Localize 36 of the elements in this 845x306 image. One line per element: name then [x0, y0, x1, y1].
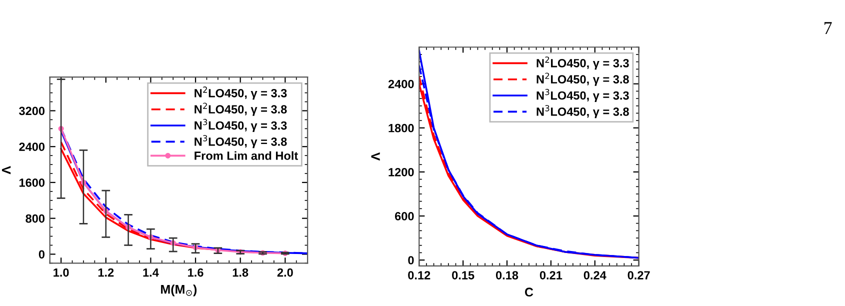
y-axis-title: Λ	[371, 152, 380, 161]
y-tick-label: 1800	[388, 124, 414, 132]
x-tick-label: 1.4	[143, 268, 159, 277]
y-tick-label: 1200	[388, 168, 414, 176]
legend-label: N$^{3}$LO450, γ = 3.3	[536, 88, 629, 102]
y-axis-title: Λ	[2, 166, 11, 174]
y-tick-label: 2400	[19, 142, 45, 151]
y-tick-label: 0	[408, 256, 414, 264]
legend-label: N$^{2}$LO450, γ = 3.3	[536, 56, 629, 70]
x-axis-title: C	[524, 288, 534, 297]
y-tick-label: 0	[38, 250, 45, 259]
y-tick-label: 1600	[19, 178, 45, 187]
x-tick-label: 1.6	[188, 268, 204, 277]
x-tick-label: 0.18	[496, 271, 518, 280]
y-tick-label: 600	[394, 212, 414, 220]
legend-label: N$^{2}$LO450, γ = 3.3	[194, 86, 287, 100]
x-tick-label: 0.12	[408, 271, 430, 280]
legend-label: N$^{3}$LO450, γ = 3.3	[194, 118, 287, 132]
x-tick-label: 1.0	[54, 268, 69, 277]
x-tick-label: 2.0	[277, 268, 293, 277]
x-tick-label: 0.27	[628, 271, 650, 280]
legend-label: N$^{2}$LO450, γ = 3.8	[536, 72, 629, 86]
y-tick-label: 2400	[388, 80, 414, 88]
x-tick-label: 0.21	[540, 271, 562, 280]
x-tick-label: 1.2	[98, 268, 114, 277]
x-tick-label: 1.8	[232, 268, 248, 277]
y-tick-label: 800	[26, 214, 45, 223]
text: 7	[824, 22, 832, 34]
x-tick-label: 0.15	[452, 271, 474, 280]
y-tick-label: 3200	[19, 106, 45, 116]
x-tick-label: 0.24	[584, 271, 606, 280]
legend-label: N$^{3}$LO450, γ = 3.8	[536, 105, 629, 118]
x-axis-title: M(M$_{⊙}$)	[161, 284, 197, 296]
legend-label: N$^{2}$LO450, γ = 3.8	[194, 102, 287, 116]
legend-label: From Lim and Holt	[194, 151, 298, 160]
legend-label: N$^{3}$LO450, γ = 3.8	[194, 135, 287, 148]
